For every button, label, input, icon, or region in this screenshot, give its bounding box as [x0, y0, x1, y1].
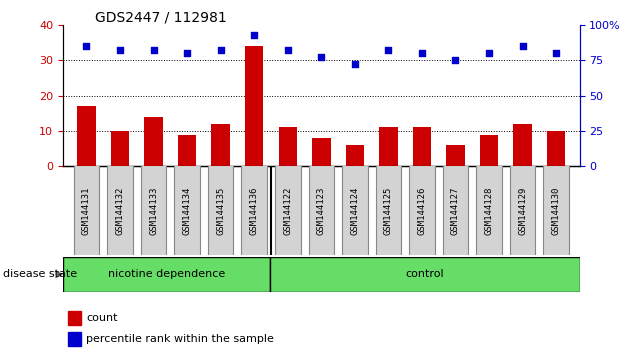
Bar — [513, 124, 532, 166]
Bar — [68, 332, 81, 346]
Text: GDS2447 / 112981: GDS2447 / 112981 — [94, 11, 226, 25]
Point — [350, 61, 360, 67]
FancyBboxPatch shape — [543, 165, 569, 257]
Text: GSM144132: GSM144132 — [115, 187, 125, 235]
Bar — [346, 145, 364, 166]
FancyBboxPatch shape — [74, 165, 100, 257]
Text: GSM144131: GSM144131 — [82, 187, 91, 235]
Text: GSM144125: GSM144125 — [384, 187, 393, 235]
Point — [149, 47, 159, 52]
Bar — [63, 257, 270, 292]
FancyBboxPatch shape — [175, 165, 200, 257]
FancyBboxPatch shape — [208, 165, 233, 257]
Text: percentile rank within the sample: percentile rank within the sample — [86, 334, 274, 344]
Point — [215, 47, 226, 52]
Bar — [77, 106, 96, 166]
FancyBboxPatch shape — [476, 165, 501, 257]
Bar — [111, 131, 129, 166]
Text: nicotine dependence: nicotine dependence — [108, 269, 225, 279]
Text: GSM144136: GSM144136 — [249, 187, 259, 235]
FancyBboxPatch shape — [107, 165, 133, 257]
Bar — [547, 131, 565, 166]
Point — [517, 43, 527, 49]
Bar — [480, 135, 498, 166]
Text: control: control — [405, 269, 444, 279]
Bar — [312, 138, 331, 166]
Bar — [144, 117, 163, 166]
Bar — [270, 257, 580, 292]
FancyBboxPatch shape — [510, 165, 536, 257]
Point — [551, 50, 561, 56]
Text: GSM144124: GSM144124 — [350, 187, 359, 235]
FancyBboxPatch shape — [443, 165, 468, 257]
FancyBboxPatch shape — [141, 165, 166, 257]
Point — [450, 57, 461, 63]
FancyBboxPatch shape — [375, 165, 401, 257]
FancyBboxPatch shape — [342, 165, 367, 257]
Text: GSM144135: GSM144135 — [216, 187, 225, 235]
Point — [182, 50, 192, 56]
Text: GSM144127: GSM144127 — [451, 187, 460, 235]
Text: GSM144133: GSM144133 — [149, 187, 158, 235]
Bar — [68, 312, 81, 325]
Point — [283, 47, 293, 52]
Text: GSM144130: GSM144130 — [552, 187, 561, 235]
Point — [484, 50, 494, 56]
Text: GSM144123: GSM144123 — [317, 187, 326, 235]
Point — [383, 47, 393, 52]
Text: GSM144129: GSM144129 — [518, 187, 527, 235]
Text: GSM144128: GSM144128 — [484, 187, 493, 235]
Bar — [446, 145, 465, 166]
Bar — [178, 135, 197, 166]
Text: GSM144126: GSM144126 — [418, 187, 427, 235]
Bar — [245, 46, 263, 166]
FancyBboxPatch shape — [241, 165, 267, 257]
Text: GSM144122: GSM144122 — [284, 187, 292, 235]
Bar — [413, 127, 431, 166]
Point — [417, 50, 427, 56]
Text: count: count — [86, 313, 118, 323]
Point — [316, 54, 326, 59]
Bar — [212, 124, 230, 166]
Text: disease state: disease state — [3, 269, 77, 279]
Text: GSM144134: GSM144134 — [183, 187, 192, 235]
FancyBboxPatch shape — [410, 165, 435, 257]
Bar — [278, 127, 297, 166]
Point — [115, 47, 125, 52]
Point — [81, 43, 91, 49]
FancyBboxPatch shape — [309, 165, 334, 257]
Point — [249, 33, 260, 38]
Bar — [379, 127, 398, 166]
FancyBboxPatch shape — [275, 165, 301, 257]
